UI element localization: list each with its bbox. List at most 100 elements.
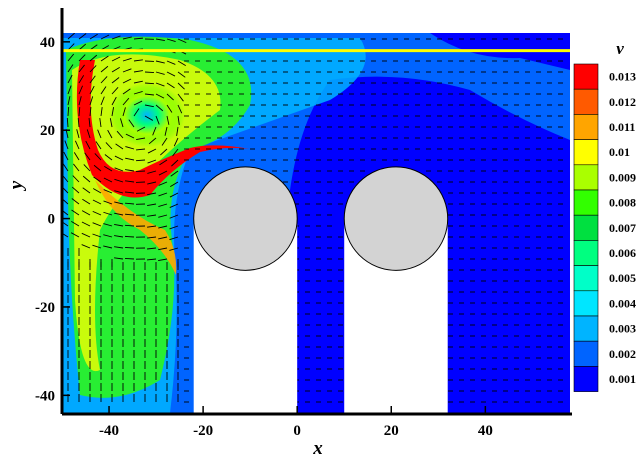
velocity-vector xyxy=(158,214,168,218)
velocity-vector xyxy=(83,164,91,172)
velocity-vector xyxy=(155,104,164,112)
velocity-vector xyxy=(155,38,165,41)
velocity-vector xyxy=(114,190,124,194)
velocity-vector xyxy=(64,140,69,150)
y-ticks: -40 -20 0 20 40 xyxy=(35,35,70,404)
velocity-vector xyxy=(155,82,165,87)
velocity-vector xyxy=(67,33,75,40)
velocity-vector xyxy=(124,213,135,216)
velocity-vector xyxy=(114,167,124,172)
velocity-vector xyxy=(111,35,121,40)
cylinder-right xyxy=(343,166,449,271)
y-tick-label: 20 xyxy=(40,123,55,139)
velocity-vector xyxy=(71,198,80,205)
velocity-vector xyxy=(128,119,135,128)
velocity-vector xyxy=(109,118,113,128)
legend-swatches: 0.013 0.012 0.011 0.01 0.009 0.008 0.007 0.006 0… xyxy=(573,63,636,392)
velocity-vector xyxy=(94,153,102,161)
legend-swatch xyxy=(573,366,599,392)
velocity-vector xyxy=(114,223,124,227)
velocity-vector xyxy=(92,222,102,227)
velocity-vector xyxy=(114,212,124,216)
velocity-vector xyxy=(144,115,154,121)
velocity-vector xyxy=(78,106,81,117)
velocity-vector xyxy=(158,236,168,240)
velocity-vector xyxy=(169,225,179,230)
velocity-vector xyxy=(67,106,70,117)
velocity-vector xyxy=(155,93,165,99)
velocity-vector xyxy=(92,233,102,238)
velocity-vector xyxy=(158,225,168,229)
velocity-vector xyxy=(104,154,113,161)
velocity-vector xyxy=(107,129,113,139)
legend-swatch xyxy=(573,240,599,266)
velocity-vector xyxy=(177,38,187,44)
velocity-vector xyxy=(124,246,135,249)
velocity-vector xyxy=(133,80,143,84)
velocity-vector xyxy=(111,66,120,73)
legend-label: 0.004 xyxy=(609,296,636,310)
velocity-vector xyxy=(166,71,176,77)
velocity-vector xyxy=(125,133,135,139)
velocity-vector xyxy=(147,225,157,228)
velocity-vector xyxy=(155,60,165,64)
y-tick-label: 40 xyxy=(40,35,55,51)
shear-jet-region xyxy=(76,60,255,198)
legend-label: 0.002 xyxy=(609,347,636,361)
velocity-vector xyxy=(115,143,124,150)
velocity-vector xyxy=(89,96,94,106)
velocity-vector xyxy=(114,235,124,238)
velocity-vector xyxy=(114,257,124,260)
velocity-vector xyxy=(100,107,103,117)
velocity-vector xyxy=(170,170,179,177)
velocity-vector xyxy=(63,151,69,161)
velocity-vector xyxy=(114,246,124,249)
velocity-vector xyxy=(71,209,80,216)
velocity-vector xyxy=(84,152,91,161)
velocity-vector xyxy=(158,258,168,262)
velocity-vector xyxy=(122,36,132,40)
velocity-vector xyxy=(93,176,102,183)
legend-swatch xyxy=(573,189,599,216)
velocity-vector xyxy=(147,247,157,250)
legend-swatch xyxy=(573,214,599,241)
velocity-vector xyxy=(136,148,146,151)
velocity-vector xyxy=(125,169,135,172)
x-tick-label: 20 xyxy=(384,423,399,439)
legend-label: 0.006 xyxy=(609,246,636,260)
velocity-vector xyxy=(144,93,154,96)
velocity-vector xyxy=(147,159,157,164)
velocity-vector xyxy=(67,96,71,106)
velocity-vector xyxy=(160,148,168,156)
velocity-vector xyxy=(72,175,80,183)
x-tick-label: 40 xyxy=(478,423,493,439)
legend-title: v xyxy=(616,39,624,58)
velocity-vector xyxy=(100,76,108,84)
velocity-vector xyxy=(170,181,179,187)
velocity-vector xyxy=(81,232,91,238)
velocity-vector xyxy=(100,55,109,62)
velocity-vector xyxy=(177,71,186,78)
velocity-vector xyxy=(111,96,117,106)
velocity-vector xyxy=(158,247,168,251)
velocity-vector xyxy=(70,232,80,238)
velocity-vector xyxy=(77,117,80,128)
velocity-vector xyxy=(147,148,157,154)
velocity-vector xyxy=(95,141,102,150)
velocity-vector xyxy=(78,43,87,51)
velocity-vector xyxy=(67,64,74,73)
velocity-vector xyxy=(111,56,121,62)
velocity-vector xyxy=(103,189,113,194)
velocity-vector xyxy=(78,33,87,40)
velocity-vector xyxy=(89,54,98,62)
velocity-vector xyxy=(135,159,146,162)
velocity-vector xyxy=(158,192,168,197)
velocity-vector xyxy=(88,118,91,128)
velocity-vector xyxy=(125,191,135,194)
velocity-vector xyxy=(148,137,157,145)
velocity-vector xyxy=(166,104,173,113)
velocity-vector xyxy=(136,137,146,141)
x-tick-label: 0 xyxy=(293,423,301,439)
velocity-vector xyxy=(124,202,135,205)
